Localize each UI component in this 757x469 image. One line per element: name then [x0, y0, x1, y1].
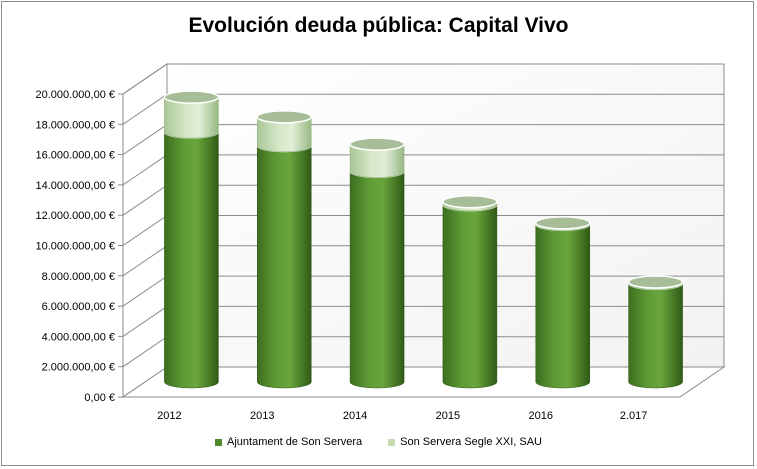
legend-label: Son Servera Segle XXI, SAU [400, 436, 542, 448]
x-tick-label: 2016 [529, 410, 553, 422]
bar-top-cap [442, 194, 498, 209]
bar-top-cap [627, 275, 684, 289]
legend-swatch [388, 438, 396, 446]
gridline [122, 63, 724, 95]
legend-item-series-2: Son Servera Segle XXI, SAU [388, 436, 542, 448]
bar-segment [442, 204, 498, 389]
chart-legend: Ajuntament de Son Servera Son Servera Se… [0, 436, 757, 448]
y-tick-label: 0,00 € [84, 392, 115, 404]
bar-top-cap [163, 90, 220, 104]
bar-stack [442, 194, 498, 389]
y-tick-label: 12.000.000,00 € [35, 210, 115, 222]
bar-stack [349, 137, 405, 389]
bar-stack [627, 275, 684, 389]
y-tick-label: 18.000.000,00 € [35, 119, 115, 131]
legend-label: Ajuntament de Son Servera [227, 436, 363, 448]
x-tick-label: 2013 [250, 410, 274, 422]
legend-item-series-1: Ajuntament de Son Servera [215, 436, 362, 448]
y-tick-label: 16.000.000,00 € [35, 150, 115, 162]
bar-segment [535, 224, 590, 389]
y-tick-label: 10.000.000,00 € [35, 241, 115, 253]
x-tick-label: 2.017 [620, 410, 648, 422]
bar-stack [256, 110, 312, 389]
x-tick-label: 2012 [157, 410, 181, 422]
bar-stack [535, 216, 591, 389]
bar-top-cap [349, 137, 405, 151]
y-tick-label: 14.000.000,00 € [35, 180, 115, 192]
bar-top-cap [535, 216, 591, 230]
bar-segment [628, 283, 683, 389]
bar-stack [163, 90, 220, 389]
bar-segment [164, 131, 219, 389]
bar-top-cap [256, 110, 312, 124]
y-tick-label: 8.000.000,00 € [42, 271, 115, 283]
x-tick-label: 2015 [436, 410, 460, 422]
y-tick-label: 20.000.000,00 € [35, 89, 115, 101]
bar-segment [257, 145, 312, 389]
bar-segment [349, 171, 405, 389]
legend-swatch [215, 438, 222, 446]
y-tick-label: 4.000.000,00 € [42, 331, 115, 343]
y-tick-label: 6.000.000,00 € [42, 301, 115, 313]
y-tick-label: 2.000.000,00 € [42, 362, 115, 374]
x-tick-label: 2014 [343, 410, 367, 422]
chart-title: Evolución deuda pública: Capital Vivo [188, 14, 569, 37]
